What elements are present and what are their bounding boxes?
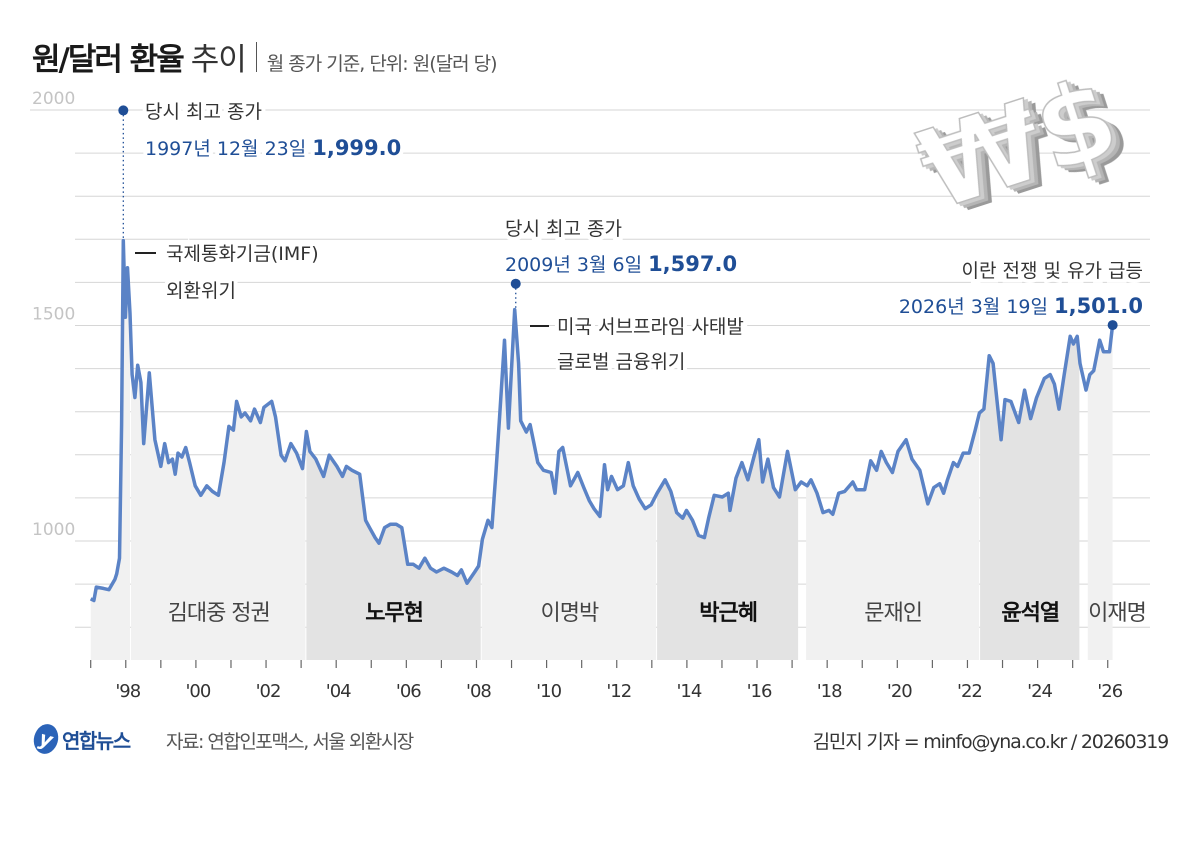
annotation-2026-latest: 이란 전쟁 및 유가 급등 2026년 3월 19일 1,501.0 (895, 256, 1147, 331)
annotation-date: 2026년 3월 19일 (899, 296, 1048, 318)
reporter-credit: 김민지 기자 = minfo@yna.co.kr / 20260319 (812, 731, 1170, 753)
administration-band (306, 240, 481, 660)
administration-label: 노무현 (365, 601, 423, 626)
annotation-heading: 당시 최고 종가 (145, 101, 262, 123)
x-tick-label: '08 (466, 681, 491, 702)
x-tick-label: '20 (887, 681, 912, 702)
exchange-rate-line (89, 238, 1115, 603)
administration-label: 이재명 (1088, 601, 1146, 626)
annotation-2009-peak: 당시 최고 종가 2009년 3월 6일 1,597.0 미국 서브프라임 사태발… (501, 214, 748, 377)
y-tick-label: 2000 (32, 89, 75, 109)
x-axis: '98 '00 '02 '04 '06 '08 '10 '12 '14 '16 '18 '20 '22 '… (90, 660, 1124, 702)
administration-labels: 김대중 정권 노무현 이명박 박근혜 문재인 윤석열 이재명 (168, 601, 1147, 626)
data-source: 자료: 연합인포맥스, 서울 외환시장 (166, 731, 414, 753)
annotation-date: 2009년 3월 6일 (505, 254, 642, 276)
currency-graphic: ₩$ (904, 52, 1132, 235)
x-tick-label: '12 (606, 681, 631, 702)
x-tick-label: '26 (1097, 681, 1122, 702)
footer: y 연합뉴스 자료: 연합인포맥스, 서울 외환시장 김민지 기자 = minf… (0, 721, 1200, 758)
administration-band (131, 240, 306, 660)
annotation-value: 2026년 3월 19일 1,501.0 (899, 294, 1143, 318)
event-label: 글로벌 금융위기 (557, 351, 685, 373)
x-tick-label: '02 (256, 681, 281, 702)
administration-label: 윤석열 (1001, 601, 1059, 626)
x-tick-label: '16 (747, 681, 772, 702)
annotation-dot (1107, 320, 1118, 331)
event-label: 국제통화기금(IMF) (166, 243, 319, 265)
x-tick-label: '00 (185, 681, 210, 702)
x-tick-label: '10 (536, 681, 561, 702)
annotation-value-label: 1,999.0 (312, 136, 401, 160)
chart-title: 원/달러 환율 (32, 42, 185, 78)
x-tick-label: '98 (115, 681, 140, 702)
x-tick-label: '22 (957, 681, 982, 702)
annotation-value: 1997년 12월 23일 1,999.0 (145, 136, 401, 160)
administration-label: 이명박 (541, 601, 599, 626)
x-tick-label: '18 (817, 681, 842, 702)
title-divider (255, 41, 257, 72)
yonhap-logo-icon: y (30, 721, 62, 757)
administration-label: 김대중 정권 (168, 601, 270, 626)
administration-label: 박근혜 (699, 601, 757, 626)
annotation-value: 2009년 3월 6일 1,597.0 (505, 252, 737, 276)
annotation-date: 1997년 12월 23일 (145, 138, 306, 160)
annotation-heading: 이란 전쟁 및 유가 급등 (962, 260, 1143, 282)
x-tick-label: '06 (396, 681, 421, 702)
annotation-value-label: 1,597.0 (648, 252, 737, 276)
y-tick-label: 1500 (32, 305, 75, 325)
administration-label: 문재인 (864, 601, 922, 626)
x-tick-label: '04 (326, 681, 351, 702)
annotation-heading: 당시 최고 종가 (505, 218, 622, 240)
yonhap-logo: y 연합뉴스 (30, 721, 131, 757)
y-tick-label: 1000 (32, 520, 75, 540)
won-dollar-graphic: ₩$ (904, 52, 1133, 236)
chart-header: 원/달러 환율 추이 월 종가 기준, 단위: 원(달러 당) (32, 34, 498, 79)
event-label: 외환위기 (166, 280, 236, 302)
annotation-dot (510, 278, 521, 289)
x-tick-label: '24 (1027, 681, 1052, 702)
administration-band (90, 240, 131, 660)
chart-subtitle: 월 종가 기준, 단위: 원(달러 당) (266, 53, 498, 75)
annotation-value-label: 1,501.0 (1054, 294, 1143, 318)
administration-band (657, 240, 799, 660)
x-tick-label: '14 (676, 681, 701, 702)
annotation-1997-peak: 당시 최고 종가 1997년 12월 23일 1,999.0 국제통화기금(IMF… (118, 97, 405, 306)
yonhap-logo-text: 연합뉴스 (62, 728, 131, 753)
event-label: 미국 서브프라임 사태발 (557, 316, 744, 338)
annotation-dot (118, 105, 129, 116)
chart-title-suffix: 추이 (190, 42, 247, 78)
